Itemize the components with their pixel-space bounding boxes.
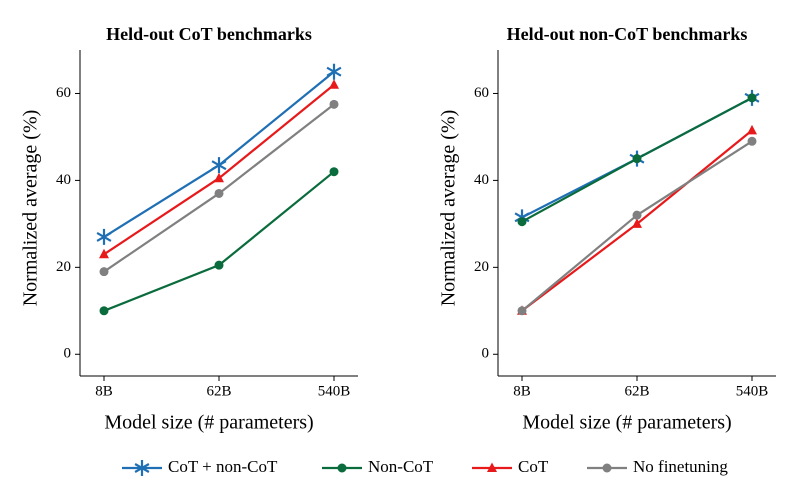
data-point [632,210,642,220]
x-tick-label: 540B [736,383,769,399]
data-point [632,218,642,228]
x-tick-label: 62B [206,383,231,399]
x-tick-label: 8B [95,383,113,399]
data-point [747,93,757,103]
legend-label: CoT [518,457,549,476]
legend-marker [134,460,150,476]
data-point [517,217,527,227]
y-tick-label: 20 [474,259,489,275]
legend-label: CoT + non-CoT [168,457,278,476]
x-tick-label: 8B [513,383,531,399]
data-point [747,136,757,146]
legend-marker [602,463,612,473]
data-point [99,306,109,316]
data-point [329,167,339,177]
y-tick-label: 0 [64,346,72,362]
y-tick-label: 60 [474,85,489,101]
legend-label: Non-CoT [368,457,434,476]
series-line [103,103,335,273]
x-tick-label: 540B [318,383,351,399]
data-point [214,172,224,183]
y-tick-label: 60 [56,85,71,101]
data-point [96,228,112,245]
x-axis-label: Model size (# parameters) [104,412,313,434]
x-axis-label: Model size (# parameters) [522,412,731,434]
data-point [99,267,109,277]
legend-label: No finetuning [633,457,728,476]
data-point [211,157,227,174]
chart-title: Held-out CoT benchmarks [106,24,312,44]
y-tick-label: 20 [56,259,71,275]
y-tick-label: 0 [482,346,490,362]
legend-marker [487,462,497,472]
data-point [214,260,224,270]
data-point [214,188,224,198]
y-axis-label: Normalized average (%) [20,110,42,307]
data-point [329,99,339,109]
y-tick-label: 40 [56,172,71,188]
x-tick-label: 62B [624,383,649,399]
data-point [326,63,342,80]
data-point [632,154,642,164]
data-point [747,124,757,135]
legend-marker [337,463,347,473]
data-point [329,79,339,89]
data-point [99,248,109,259]
y-axis-label: Normalized average (%) [438,110,460,307]
series-line [103,70,335,238]
chart-title: Held-out non-CoT benchmarks [507,24,748,44]
y-tick-label: 40 [474,172,489,188]
data-point [517,306,527,316]
